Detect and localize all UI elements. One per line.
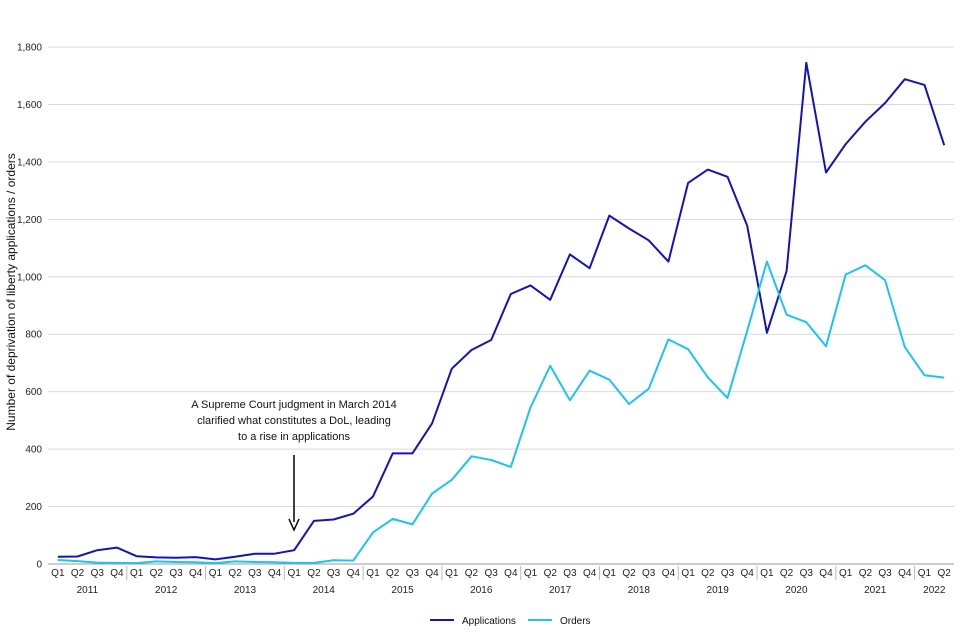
x-tick-label: Q3 [484, 568, 498, 579]
x-tick-label: Q2 [465, 568, 479, 579]
legend-label: Orders [560, 616, 591, 627]
y-tick-label: 1,600 [17, 100, 42, 111]
year-label: 2012 [155, 585, 178, 596]
x-tick-label: Q1 [524, 568, 538, 579]
x-tick-label: Q4 [268, 568, 282, 579]
x-tick-label: Q3 [878, 568, 892, 579]
x-tick-label: Q3 [406, 568, 420, 579]
y-tick-label: 600 [25, 387, 42, 398]
y-tick-label: 1,800 [17, 43, 42, 54]
x-tick-label: Q1 [760, 568, 774, 579]
annotation-text: clarified what constitutes a DoL, leadin… [197, 415, 391, 427]
x-axis: Q1 Q2 Q3 Q4 Q1 Q2 Q3 Q4 Q1 Q2 Q3 Q4 Q1 Q2 Q3 Q4 Q1 Q2 Q3 Q4… [51, 566, 951, 596]
series-line-orders [57, 260, 945, 565]
x-tick-label: Q3 [642, 568, 656, 579]
x-tick-label: Q2 [937, 568, 951, 579]
x-tick-label: Q2 [228, 568, 242, 579]
year-label: 2020 [785, 585, 808, 596]
x-tick-label: Q3 [327, 568, 341, 579]
x-tick-label: Q4 [741, 568, 755, 579]
series-line-applications [57, 61, 946, 561]
x-tick-label: Q4 [347, 568, 361, 579]
x-tick-label: Q3 [248, 568, 262, 579]
x-tick-label: Q3 [563, 568, 577, 579]
x-tick-label: Q1 [51, 568, 65, 579]
year-label: 2018 [628, 585, 651, 596]
x-tick-label: Q1 [445, 568, 459, 579]
y-tick-label: 1,000 [17, 272, 42, 283]
x-tick-label: Q1 [681, 568, 695, 579]
y-tick-label: 1,400 [17, 157, 42, 168]
x-tick-label: Q1 [918, 568, 932, 579]
y-tick-label: 0 [36, 560, 42, 571]
x-tick-label: Q1 [288, 568, 302, 579]
legend: Applications Orders [430, 616, 591, 627]
year-label: 2017 [549, 585, 572, 596]
x-tick-label: Q3 [721, 568, 735, 579]
x-tick-label: Q1 [839, 568, 853, 579]
x-tick-label: Q2 [701, 568, 715, 579]
x-tick-label: Q4 [189, 568, 203, 579]
annotation-arrow-head [288, 518, 300, 532]
annotation-text: A Supreme Court judgment in March 2014 [191, 399, 396, 411]
annotation: A Supreme Court judgment in March 2014 cl… [191, 399, 397, 532]
x-tick-label: Q4 [110, 568, 124, 579]
annotation-text: to a rise in applications [238, 431, 350, 443]
x-tick-label: Q4 [583, 568, 597, 579]
y-tick-label: 200 [25, 502, 42, 513]
x-tick-label: Q2 [71, 568, 85, 579]
x-tick-label: Q4 [898, 568, 912, 579]
series-lines [57, 61, 946, 565]
x-tick-label: Q3 [91, 568, 105, 579]
year-label: 2021 [864, 585, 887, 596]
x-tick-label: Q4 [504, 568, 518, 579]
x-tick-label: Q2 [544, 568, 558, 579]
year-label: 2022 [923, 585, 946, 596]
y-axis: 0 200 400 600 800 1,000 1,200 1,400 1,600 1,800 [17, 43, 42, 571]
year-label: 2015 [391, 585, 414, 596]
x-tick-label: Q2 [622, 568, 636, 579]
x-tick-label: Q1 [209, 568, 223, 579]
x-tick-label: Q2 [859, 568, 873, 579]
year-label: 2013 [234, 585, 257, 596]
x-tick-label: Q2 [386, 568, 400, 579]
legend-label: Applications [462, 616, 516, 627]
year-label: 2011 [77, 585, 99, 596]
x-tick-label: Q2 [150, 568, 164, 579]
x-tick-label: Q2 [307, 568, 321, 579]
year-label: 2016 [470, 585, 493, 596]
x-tick-label: Q4 [819, 568, 833, 579]
x-tick-label: Q4 [662, 568, 676, 579]
y-tick-label: 400 [25, 445, 42, 456]
y-axis-title: Number of deprivation of liberty applica… [4, 153, 18, 430]
x-tick-label: Q1 [366, 568, 380, 579]
gridlines [48, 46, 954, 565]
x-tick-label: Q4 [425, 568, 439, 579]
y-tick-label: 1,200 [17, 215, 42, 226]
x-tick-label: Q3 [169, 568, 183, 579]
year-label: 2019 [707, 585, 730, 596]
x-tick-label: Q1 [603, 568, 617, 579]
x-tick-label: Q2 [780, 568, 794, 579]
x-tick-label: Q3 [800, 568, 814, 579]
year-label: 2014 [313, 585, 336, 596]
x-tick-label: Q1 [130, 568, 144, 579]
y-tick-label: 800 [25, 330, 42, 341]
